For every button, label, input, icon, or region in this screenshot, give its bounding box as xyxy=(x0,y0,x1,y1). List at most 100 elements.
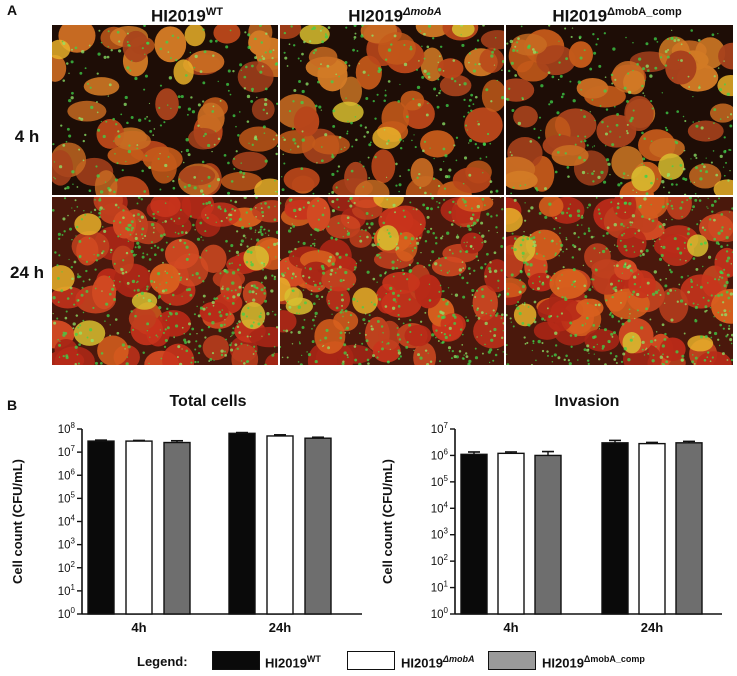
bacteria-dot xyxy=(331,172,335,177)
bacteria-dot xyxy=(532,342,535,344)
bacteria-dot xyxy=(510,321,512,323)
bacteria-dot xyxy=(166,326,170,330)
bacteria-dot xyxy=(320,63,322,66)
bacteria-dot xyxy=(61,234,64,236)
bacteria-dot xyxy=(454,80,457,83)
bacteria-dot xyxy=(74,332,78,336)
bacteria-dot xyxy=(327,26,331,29)
bacteria-dot xyxy=(538,116,542,119)
bacteria-dot xyxy=(418,172,421,176)
micrograph-grid xyxy=(52,25,733,365)
bacteria-dot xyxy=(441,341,444,344)
bacteria-dot xyxy=(197,361,200,363)
legend-swatch-mobA-comp xyxy=(488,651,536,670)
bacteria-dot xyxy=(687,275,689,277)
bacteria-dot xyxy=(327,225,330,228)
bacteria-dot xyxy=(112,117,116,121)
bacteria-dot xyxy=(471,288,475,293)
bacteria-dot xyxy=(666,173,671,177)
bacteria-dot xyxy=(169,312,173,316)
bacteria-dot xyxy=(226,297,229,300)
bacteria-dot xyxy=(100,352,104,355)
bacteria-dot xyxy=(538,280,541,283)
bacteria-dot xyxy=(372,99,375,103)
bacteria-dot xyxy=(510,273,514,277)
bacteria-dot xyxy=(237,134,240,137)
bacteria-dot xyxy=(436,105,440,109)
bacteria-dot xyxy=(438,290,441,293)
bacteria-dot xyxy=(655,345,657,348)
bacteria-dot xyxy=(564,27,567,30)
bacteria-dot xyxy=(318,282,322,285)
bacteria-dot xyxy=(481,234,485,238)
bacteria-dot xyxy=(533,243,537,247)
bacteria-dot xyxy=(692,95,694,98)
bacteria-dot xyxy=(261,335,263,337)
bacteria-dot xyxy=(408,263,411,267)
panel-b-letter: B xyxy=(7,397,18,413)
bacteria-dot xyxy=(207,175,211,179)
bacteria-dot xyxy=(729,228,732,231)
bacteria-dot xyxy=(245,211,248,214)
bacteria-dot xyxy=(250,99,254,103)
bacteria-dot xyxy=(292,44,296,47)
bacteria-dot xyxy=(112,284,115,287)
bacteria-dot xyxy=(384,89,387,92)
bacteria-dot xyxy=(364,313,367,315)
bacteria-dot xyxy=(592,345,596,349)
bacteria-dot xyxy=(370,222,374,226)
bacteria-dot xyxy=(390,43,393,46)
bacteria-dot xyxy=(521,321,525,325)
bacteria-dot xyxy=(538,231,541,234)
bacteria-dot xyxy=(174,312,179,316)
bacteria-dot xyxy=(129,233,132,236)
bacteria-dot xyxy=(70,96,74,100)
bacteria-dot xyxy=(724,149,727,152)
bacteria-dot xyxy=(327,346,331,350)
bacteria-dot xyxy=(704,335,708,339)
bacteria-dot xyxy=(359,235,361,238)
bacteria-dot xyxy=(597,175,601,179)
bacteria-dot xyxy=(557,287,560,290)
bacteria-dot xyxy=(661,92,663,94)
bacteria-dot xyxy=(630,224,632,226)
bacteria-dot xyxy=(108,275,111,278)
bacteria-dot xyxy=(284,56,288,60)
bacteria-dot xyxy=(324,133,328,137)
cell-blob xyxy=(349,229,372,248)
bacteria-dot xyxy=(178,272,181,275)
bacteria-dot xyxy=(720,293,724,297)
bacteria-dot xyxy=(298,207,302,211)
bacteria-dot xyxy=(463,82,467,86)
bacteria-dot xyxy=(523,336,526,339)
bacteria-dot xyxy=(565,57,569,61)
bacteria-dot xyxy=(713,122,715,124)
bacteria-dot xyxy=(588,203,592,207)
bacteria-dot xyxy=(76,275,81,279)
bacteria-dot xyxy=(314,359,318,364)
bacteria-dot xyxy=(101,225,104,228)
bacteria-dot xyxy=(519,184,522,187)
bacteria-dot xyxy=(641,162,643,165)
bacteria-dot xyxy=(474,47,477,51)
bacteria-dot xyxy=(506,353,508,355)
bacteria-dot xyxy=(590,278,593,281)
bacteria-dot xyxy=(437,78,440,81)
bacteria-dot xyxy=(203,50,207,54)
bacteria-dot xyxy=(493,327,497,332)
bacteria-dot xyxy=(697,39,701,42)
bacteria-dot xyxy=(700,126,704,130)
bacteria-dot xyxy=(344,331,347,334)
bacteria-dot xyxy=(122,259,125,262)
bacteria-dot xyxy=(710,203,715,207)
bacteria-dot xyxy=(263,102,268,107)
bacteria-dot xyxy=(402,322,405,325)
bacteria-dot xyxy=(238,111,241,113)
bacteria-dot xyxy=(433,157,435,160)
bacteria-dot xyxy=(632,41,634,44)
bacteria-dot xyxy=(666,202,669,206)
bacteria-dot xyxy=(205,202,209,205)
bacteria-dot xyxy=(78,240,82,243)
bacteria-dot xyxy=(465,355,469,359)
bacteria-dot xyxy=(99,190,104,194)
